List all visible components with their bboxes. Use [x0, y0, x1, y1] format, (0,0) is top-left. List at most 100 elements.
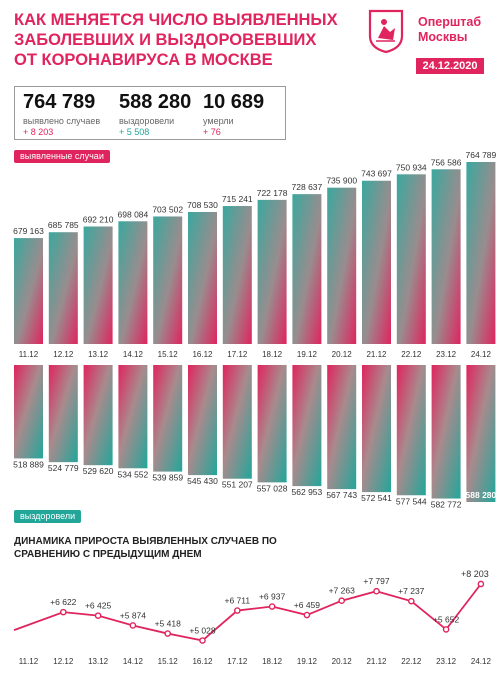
- x-tick-label: 11.12: [19, 350, 39, 359]
- bar-recovered: [362, 365, 391, 493]
- bar-label-cases: 715 241: [222, 194, 253, 204]
- line-point: [60, 608, 67, 616]
- bar-label-cases: 692 210: [83, 215, 114, 225]
- bar-label-recovered: 557 028: [257, 483, 288, 493]
- stat-value: 10 689: [203, 91, 265, 113]
- bar-label-cases: 722 178: [257, 188, 288, 198]
- line-point-label: +6 937: [259, 592, 286, 602]
- bar-cases: [14, 238, 43, 344]
- bar-recovered: [14, 365, 43, 459]
- title-line: Как меняется число выявленных: [14, 11, 338, 29]
- page-title: Как меняется число выявленных заболевших…: [14, 10, 338, 70]
- line-point: [164, 630, 171, 637]
- bar-recovered: [396, 365, 426, 496]
- line-point: [199, 637, 206, 644]
- line-point-label: +6 425: [85, 601, 112, 611]
- date-badge: 24.12.2020: [416, 58, 484, 74]
- line-point-label: +5 418: [155, 619, 182, 629]
- x-tick-label: 23.12: [436, 350, 457, 359]
- x-tick-label: 12.12: [53, 350, 74, 359]
- bar-label-cases: 728 637: [292, 182, 323, 192]
- line-point: [373, 587, 380, 595]
- bar-recovered: [188, 365, 217, 476]
- bar-label-recovered: 577 544: [396, 496, 427, 506]
- bar-label-cases: 685 785: [48, 220, 79, 230]
- line-point-label: +5 652: [433, 614, 460, 624]
- series-label-cases: выявленные случаи: [14, 150, 110, 163]
- title-line: от коронавируса в Москве: [14, 51, 273, 69]
- x-tick-label: 13.12: [88, 657, 109, 666]
- x-tick-label: 15.12: [158, 350, 179, 359]
- x-tick-label: 18.12: [262, 350, 283, 359]
- line-point: [303, 611, 311, 619]
- line-series: [13, 583, 482, 642]
- bar-recovered: [257, 365, 287, 483]
- bar-label-cases: 743 697: [361, 169, 392, 179]
- x-tick-label: 14.12: [123, 657, 144, 666]
- bar-cases: [327, 187, 357, 344]
- x-tick-label: 24.12: [471, 350, 492, 359]
- bar-recovered: [327, 365, 357, 490]
- bar-recovered: [118, 365, 148, 469]
- bar-cases: [118, 221, 148, 344]
- line-point-label: +7 797: [363, 576, 390, 586]
- x-tick-label: 21.12: [366, 657, 387, 666]
- bar-label-recovered: 562 953: [292, 487, 323, 497]
- bar-label-recovered: 539 859: [152, 473, 183, 483]
- line-chart-title: Динамика прироста выявленных случаев по …: [14, 536, 277, 560]
- brand-name: Оперштаб Москвы: [418, 15, 482, 44]
- bar-recovered: [48, 365, 78, 463]
- bar-label-cases: 764 789: [466, 150, 497, 160]
- x-tick-label: 22.12: [401, 350, 422, 359]
- x-tick-label: 12.12: [53, 657, 74, 666]
- x-tick-label: 22.12: [401, 657, 422, 666]
- bar-label-cases: 750 934: [396, 162, 427, 172]
- line-point: [94, 612, 102, 619]
- x-tick-label: 19.12: [297, 350, 318, 359]
- x-tick-label: 11.12: [19, 657, 39, 666]
- stat-delta: + 76: [203, 127, 221, 137]
- stat-label: выздоровели: [119, 116, 175, 126]
- bar-cases: [396, 174, 426, 344]
- x-tick-label: 23.12: [436, 657, 457, 666]
- moscow-coat-of-arms-icon: [368, 9, 404, 54]
- x-tick-label: 13.12: [88, 350, 109, 359]
- bar-recovered: [466, 365, 496, 502]
- x-tick-label: 20.12: [332, 350, 353, 359]
- line-point: [233, 607, 241, 614]
- bar-label-recovered: 551 207: [222, 480, 253, 490]
- bar-recovered: [153, 365, 183, 472]
- x-tick-label: 16.12: [192, 350, 213, 359]
- line-point-label: +6 711: [224, 596, 250, 606]
- stats-box: 764 789 выявлено случаев + 8 203 588 280…: [14, 86, 286, 140]
- bar-label-cases: 698 084: [118, 209, 149, 219]
- bar-recovered: [222, 365, 252, 479]
- stat-delta: + 5 508: [119, 127, 150, 137]
- x-tick-label: 18.12: [262, 657, 283, 666]
- bar-cases: [292, 194, 322, 344]
- stat-deaths: 10 689 умерли + 76: [203, 91, 264, 138]
- line-point-label: +6 622: [50, 597, 77, 607]
- bar-cases: [222, 206, 252, 344]
- bar-label-recovered: 545 430: [187, 476, 218, 486]
- bar-cases: [466, 162, 496, 344]
- line-point-label: +6 459: [294, 600, 321, 610]
- x-tick-label: 15.12: [158, 657, 179, 666]
- x-tick-label: 17.12: [227, 350, 248, 359]
- stat-label: выявлено случаев: [23, 116, 101, 126]
- bar-label-cases: 735 900: [326, 176, 357, 186]
- bar-cases: [153, 216, 183, 344]
- x-tick-label: 24.12: [471, 657, 492, 666]
- bar-cases: [257, 199, 287, 344]
- line-point: [477, 580, 485, 588]
- bar-label-cases: 756 586: [431, 157, 462, 167]
- stat-label: умерли: [203, 116, 234, 126]
- bar-label-cases: 679 163: [13, 226, 44, 236]
- title-line: заболевших и выздоровевших: [14, 31, 317, 49]
- bar-label-recovered: 572 541: [361, 493, 392, 503]
- x-tick-label: 21.12: [366, 350, 387, 359]
- line-point-label: +8 203: [461, 569, 489, 579]
- bar-cases: [362, 180, 391, 344]
- stat-value: 764 789: [23, 91, 96, 113]
- bar-recovered: [292, 365, 322, 487]
